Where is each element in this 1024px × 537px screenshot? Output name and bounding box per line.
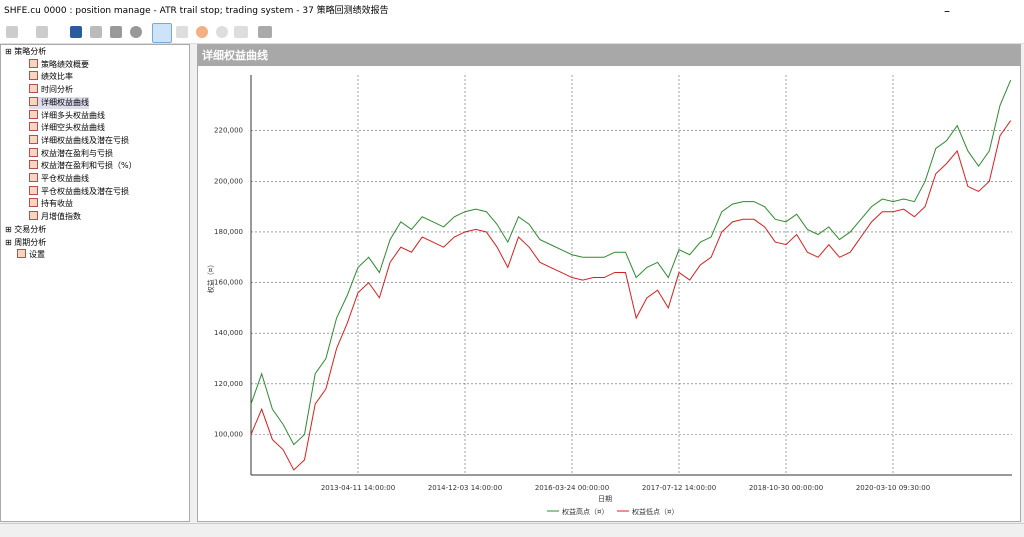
copy-button[interactable] <box>90 26 102 38</box>
zoom-out-button[interactable] <box>216 26 228 38</box>
tree-item[interactable]: 绩效比率 <box>29 71 73 83</box>
tree-panel: ⊞ 策略分析 策略绩效概要 绩效比率 时间分析 详细权益曲线 详细多头权益曲线 详细空头权益… <box>0 44 190 522</box>
tree-item[interactable]: ⊞ 周期分析 <box>5 237 46 249</box>
item-icon <box>29 109 38 119</box>
zoom-in-button[interactable] <box>196 26 208 38</box>
item-icon <box>17 249 26 259</box>
tree-item[interactable]: 设置 <box>17 249 45 261</box>
x-tick-label: 2016-03-24 00:00:00 <box>535 484 609 492</box>
item-icon <box>29 147 38 157</box>
item-label: 交易分析 <box>14 224 47 234</box>
toolbar <box>0 22 1024 44</box>
y-tick-label: 180,000 <box>214 228 243 236</box>
item-label: 权益潜在盈利和亏损（%） <box>41 161 137 171</box>
tree-item[interactable]: 详细多头权益曲线 <box>29 109 105 122</box>
chart-button[interactable] <box>258 26 272 38</box>
series-line <box>250 120 1012 471</box>
item-icon <box>29 96 38 106</box>
x-tick-label: 2017-07-12 14:00:00 <box>642 484 716 492</box>
item-label: 权益潜在盈利与亏损 <box>41 148 113 158</box>
x-axis-label: 日期 <box>598 495 612 503</box>
item-icon <box>29 84 38 94</box>
panel-title: 详细权益曲线 <box>198 45 1020 66</box>
item-icon <box>29 122 38 132</box>
window-title: SHFE.cu 0000 : position manage - ATR tra… <box>4 6 389 16</box>
item-label: 详细权益曲线 <box>41 97 89 107</box>
item-icon <box>29 211 38 221</box>
chart: 100,000 120,000 140,000 160,000 180,000 200,0… <box>206 75 1012 516</box>
y-tick-label: 120,000 <box>214 380 243 388</box>
tree-item[interactable]: 平仓权益曲线 <box>29 173 89 185</box>
item-label: 持有收益 <box>41 199 73 209</box>
expander[interactable]: ⊞ <box>5 224 15 234</box>
back-button[interactable] <box>6 26 18 38</box>
chart-panel <box>197 44 1021 522</box>
x-tick-label: 2018-10-30 00:00:00 <box>749 484 823 492</box>
crosshair-button[interactable] <box>152 23 172 43</box>
tree-item[interactable]: ⊞ 策略分析 <box>5 46 46 58</box>
tree-item[interactable]: 持有收益 <box>29 198 73 210</box>
x-tick-label: 2013-04-11 14:00:00 <box>321 484 395 492</box>
series-line <box>250 79 1012 446</box>
item-label: 时间分析 <box>41 85 73 95</box>
item-icon <box>29 185 38 195</box>
y-axis-label: 权益（¤） <box>206 261 215 293</box>
item-label: 详细多头权益曲线 <box>41 110 105 120</box>
item-label: 平仓权益曲线及潜在亏损 <box>41 186 129 196</box>
pan-button[interactable] <box>176 26 188 38</box>
save-button[interactable] <box>70 26 82 38</box>
expander[interactable]: ⊞ <box>5 237 15 247</box>
item-icon <box>29 71 38 81</box>
item-label: 策略分析 <box>14 47 47 56</box>
item-label: 周期分析 <box>14 237 47 247</box>
tree-item[interactable]: 平仓权益曲线及潜在亏损 <box>29 185 129 198</box>
forward-button[interactable] <box>36 26 48 38</box>
tree-item[interactable]: ⊞ 交易分析 <box>5 224 46 236</box>
item-label: 策略绩效概要 <box>41 59 89 69</box>
item-label: 详细空头权益曲线 <box>41 123 105 133</box>
tree-item[interactable]: 详细权益曲线 <box>29 96 89 109</box>
y-tick-label: 140,000 <box>214 329 243 337</box>
tree-item[interactable]: 月增值指数 <box>29 211 81 223</box>
legend-label: 权益高点（¤） <box>562 507 608 516</box>
settings-button[interactable] <box>130 26 142 38</box>
tree-item[interactable]: 策略绩效概要 <box>29 58 89 71</box>
tree-item[interactable]: 详细空头权益曲线 <box>29 122 105 134</box>
item-label: 平仓权益曲线 <box>41 174 89 183</box>
y-tick-label: 220,000 <box>214 127 243 135</box>
item-label: 设置 <box>29 250 45 260</box>
tree-item[interactable]: 权益潜在盈利和亏损（%） <box>29 160 137 172</box>
item-icon <box>29 198 38 208</box>
y-tick-label: 100,000 <box>214 430 243 438</box>
item-icon <box>29 160 38 170</box>
item-icon <box>29 58 38 68</box>
item-label: 绩效比率 <box>41 72 73 82</box>
item-label: 详细权益曲线及潜在亏损 <box>41 135 129 145</box>
status-bar <box>0 523 1024 537</box>
tree-item[interactable]: 详细权益曲线及潜在亏损 <box>29 134 129 147</box>
y-tick-label: 160,000 <box>214 279 243 287</box>
fit-button[interactable] <box>234 26 248 38</box>
tree-item[interactable]: 时间分析 <box>29 84 73 96</box>
item-icon <box>29 134 38 144</box>
item-icon <box>29 173 38 182</box>
print-button[interactable] <box>110 26 122 38</box>
legend-label: 权益低点（¤） <box>632 507 678 516</box>
x-tick-label: 2020-03-10 09:30:00 <box>856 484 930 492</box>
expander[interactable]: ⊞ <box>5 47 15 56</box>
x-tick-label: 2014-12-03 14:00:00 <box>428 484 502 492</box>
title-bar: SHFE.cu 0000 : position manage - ATR tra… <box>0 0 1024 40</box>
y-tick-label: 200,000 <box>214 177 243 185</box>
item-label: 月增值指数 <box>41 212 81 222</box>
tree-item[interactable]: 权益潜在盈利与亏损 <box>29 147 113 160</box>
